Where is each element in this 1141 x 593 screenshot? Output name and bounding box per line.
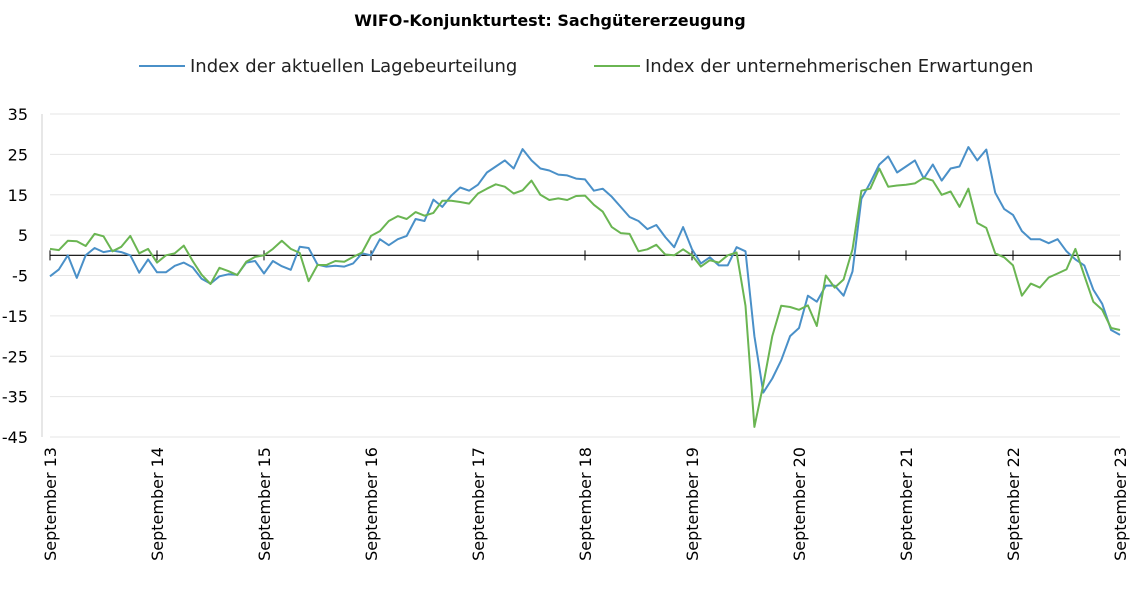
x-tick-label: September 14 (148, 447, 167, 561)
x-tick-label: September 18 (576, 447, 595, 561)
x-tick-label: September 19 (683, 447, 702, 561)
series-line-0 (49, 146, 1121, 394)
x-tick-label: September 22 (1004, 447, 1023, 561)
legend-label-lage: Index der aktuellen Lagebeurteilung (190, 56, 517, 77)
y-tick-label: 5 (18, 226, 28, 245)
gridlines (50, 113, 1120, 438)
x-tick-label: September 21 (897, 447, 916, 561)
x-tick-label: September 16 (362, 447, 381, 561)
series-lines (49, 146, 1121, 428)
legend: Index der aktuellen Lagebeurteilung Inde… (139, 56, 1033, 77)
x-tick-label: September 15 (255, 447, 274, 561)
y-tick-label: 25 (8, 145, 28, 164)
chart-title: WIFO-Konjunkturtest: Sachgütererzeugung (354, 11, 745, 30)
legend-label-erwartungen: Index der unternehmerischen Erwartungen (645, 56, 1033, 77)
x-tick-label: September 20 (790, 447, 809, 561)
y-tick-label: -35 (2, 388, 28, 407)
y-tick-label: -25 (2, 347, 28, 366)
y-tick-label: -45 (2, 428, 28, 447)
x-axis: September 13 September 14 September 15 Sept… (41, 250, 1130, 561)
y-tick-label: 35 (8, 105, 28, 124)
x-tick-label: September 17 (469, 447, 488, 561)
series-line-1 (49, 167, 1121, 428)
x-tick-label: September 23 (1111, 447, 1130, 561)
y-tick-label: 15 (8, 186, 28, 205)
y-axis: 35 25 15 5 -5 -15 -25 -35 -45 (2, 105, 43, 447)
y-tick-label: -5 (12, 267, 28, 286)
x-tick-label: September 13 (41, 447, 60, 561)
y-tick-label: -15 (2, 307, 28, 326)
